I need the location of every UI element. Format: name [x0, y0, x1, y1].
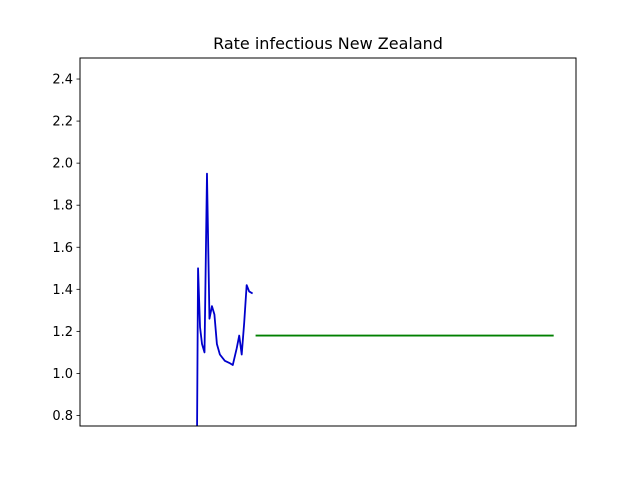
y-tick-label: 1.0	[52, 367, 73, 382]
chart-title: Rate infectious New Zealand	[213, 34, 443, 53]
y-tick-label: 2.2	[52, 115, 73, 130]
y-tick-label: 1.6	[52, 241, 73, 256]
series-layer	[196, 172, 554, 426]
y-axis-ticks: 0.8 1.0 1.2 1.4 1.6 1.8 2.0 2.2 2.4	[52, 73, 80, 424]
y-tick-label: 1.8	[52, 199, 73, 214]
y-tick-label: 1.2	[52, 325, 73, 340]
y-tick-label: 0.8	[52, 409, 73, 424]
y-tick-label: 1.4	[52, 283, 73, 298]
series-line-1	[196, 172, 254, 426]
plot-frame	[79, 57, 577, 427]
y-tick-label: 2.0	[52, 157, 73, 172]
y-tick-label: 2.4	[52, 73, 73, 88]
